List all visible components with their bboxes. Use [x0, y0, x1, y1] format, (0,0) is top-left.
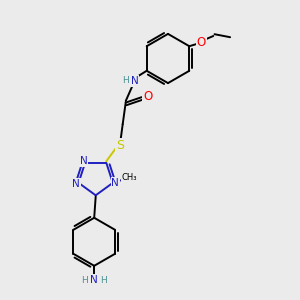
- Text: N: N: [90, 275, 98, 285]
- Text: H: H: [81, 276, 88, 285]
- Text: H: H: [122, 76, 129, 85]
- Text: O: O: [197, 35, 206, 49]
- Text: N: N: [111, 178, 119, 188]
- Text: CH₃: CH₃: [122, 173, 137, 182]
- Text: S: S: [116, 139, 124, 152]
- Text: N: N: [80, 156, 88, 166]
- Text: N: N: [72, 179, 80, 189]
- Text: H: H: [100, 276, 107, 285]
- Text: O: O: [143, 90, 152, 103]
- Text: N: N: [131, 76, 139, 86]
